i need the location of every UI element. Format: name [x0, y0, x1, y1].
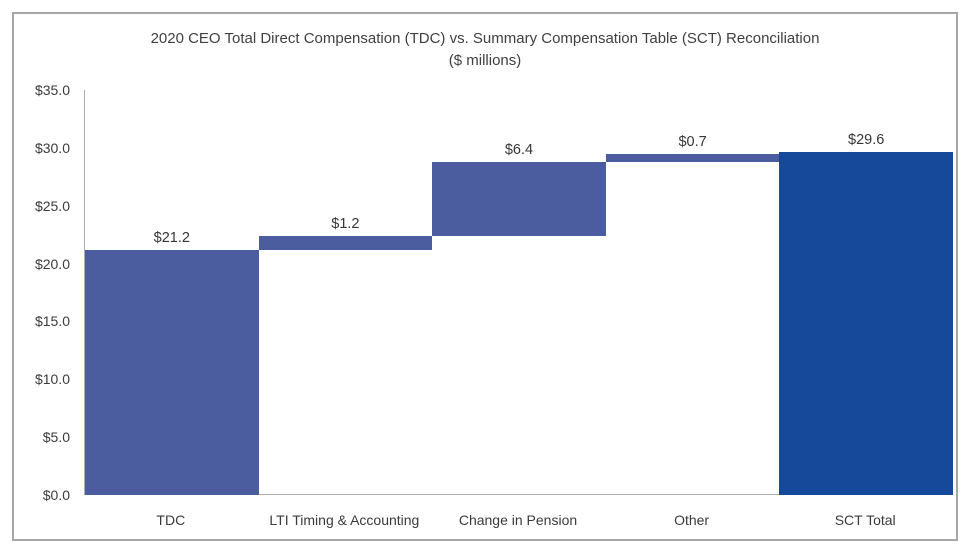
- x-axis-tick-label: SCT Total: [834, 512, 896, 528]
- x-axis-tick-label: TDC: [156, 512, 186, 528]
- bar-value-label: $0.7: [678, 133, 707, 150]
- y-axis-tick-label: $25.0: [34, 197, 70, 214]
- waterfall-bar: [85, 249, 259, 495]
- y-axis-tick-label: $10.0: [34, 371, 70, 388]
- chart-title-block: 2020 CEO Total Direct Compensation (TDC)…: [14, 28, 956, 72]
- y-axis: $0.0 $5.0 $10.0 $15.0 $20.0 $25.0 $30.0 $35.0: [14, 82, 76, 503]
- x-axis: TDC LTI Timing & Accounting Change in Pens…: [84, 508, 952, 532]
- y-axis-tick-label: $5.0: [42, 429, 70, 446]
- chart-subtitle: ($ millions): [448, 52, 522, 69]
- y-axis-tick-label: $15.0: [34, 313, 70, 330]
- x-axis-tick-label: Change in Pension: [458, 512, 578, 528]
- waterfall-bar: [258, 235, 433, 250]
- x-axis-tick-label: LTI Timing & Accounting: [269, 512, 420, 528]
- y-axis-tick-label: $30.0: [34, 139, 70, 156]
- plot-area: $21.2 $1.2 $6.4 $0.7 $29.6: [84, 90, 953, 495]
- y-axis-tick-label: $20.0: [34, 255, 70, 272]
- waterfall-bar: [779, 152, 953, 495]
- y-axis-tick-label: $0.0: [42, 487, 70, 503]
- chart-frame: 2020 CEO Total Direct Compensation (TDC)…: [12, 12, 958, 541]
- y-axis-tick-label: $35.0: [34, 82, 70, 98]
- bar-value-label: $21.2: [153, 229, 190, 246]
- bar-value-label: $6.4: [504, 141, 534, 158]
- bar-value-label: $29.6: [848, 132, 885, 149]
- waterfall-bar: [605, 153, 780, 162]
- bar-value-label: $1.2: [331, 215, 360, 232]
- waterfall-bar: [432, 161, 606, 236]
- x-axis-tick-label: Other: [674, 512, 710, 528]
- chart-title: 2020 CEO Total Direct Compensation (TDC)…: [150, 30, 820, 47]
